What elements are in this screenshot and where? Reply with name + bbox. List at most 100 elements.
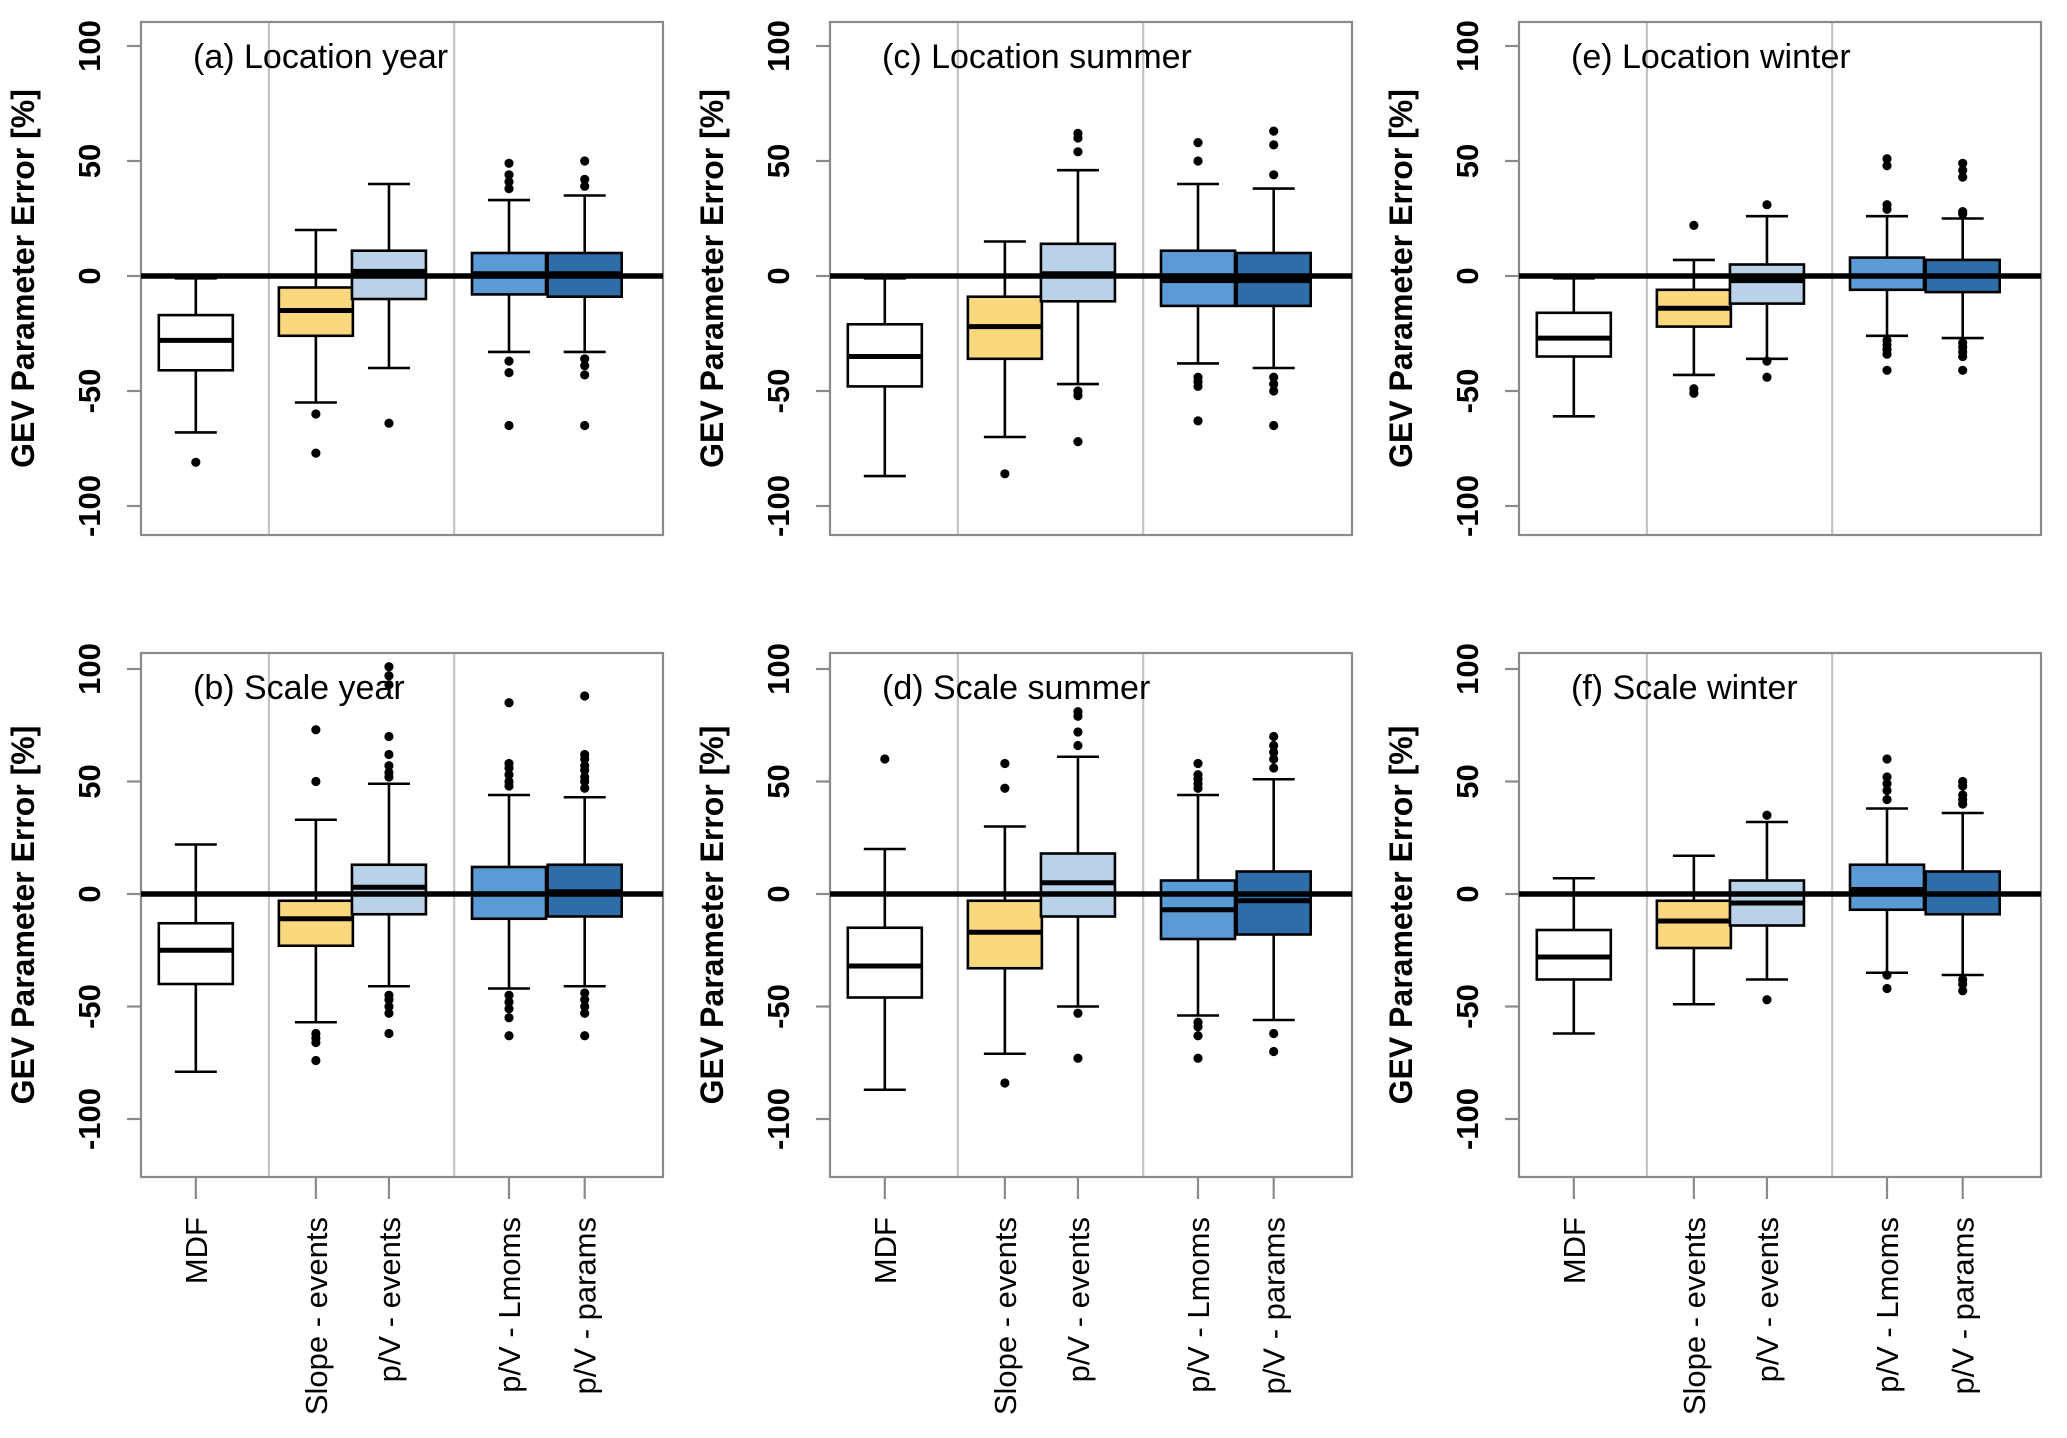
outlier-dot [1689, 388, 1699, 398]
x-category-label: p/V - events [1750, 1217, 1785, 1382]
boxplot-p/V - Lmoms [1159, 758, 1237, 1063]
outlier-dot [384, 418, 394, 428]
outlier-dot [1073, 437, 1083, 447]
outlier-dot [580, 361, 590, 371]
iqr-box [1655, 899, 1733, 950]
outlier-dot [504, 420, 514, 431]
y-tick-label: 0 [1450, 885, 1485, 902]
outlier-dot [1193, 1053, 1203, 1063]
panel-d: 100 50 0 -50 -100 GEV Parameter Error [%] (d) … [694, 643, 1354, 1415]
outlier-dot [580, 1001, 590, 1012]
outlier-dot [1073, 133, 1083, 143]
outlier-dot [1269, 140, 1279, 150]
y-tick-label: 50 [72, 764, 107, 798]
boxplot-p/V - Lmoms [470, 158, 548, 431]
outlier-dot [311, 776, 321, 787]
boxplot-p/V - params [1235, 126, 1313, 431]
x-category-label: p/V - params [1257, 1217, 1292, 1394]
outlier-dot [504, 1004, 514, 1014]
panel-f: 100 50 0 -50 -100 GEV Parameter Error [%] (f) … [1383, 643, 2043, 1415]
boxplot-p/V - events [1728, 810, 1806, 1005]
boxplot-p/V - events [1039, 707, 1117, 1063]
outlier-dot [580, 776, 590, 787]
outlier-dot [1073, 391, 1083, 401]
outlier-dot [1958, 172, 1968, 182]
y-tick-label: -50 [1450, 984, 1485, 1029]
outlier-dot [1958, 209, 1968, 219]
outlier-dot [1073, 147, 1083, 157]
y-tick-label: 0 [761, 267, 796, 284]
panel-title: (f) Scale winter [1571, 669, 1798, 707]
boxplot-p/V - Lmoms [470, 698, 548, 1041]
x-category-label: p/V - events [372, 1217, 407, 1382]
outlier-dot [1958, 799, 1968, 809]
boxplot-MDF [157, 843, 235, 1074]
x-category-label: p/V - events [1061, 1217, 1096, 1382]
panel-title: (a) Location year [193, 38, 448, 76]
y-tick-label: 50 [761, 764, 796, 798]
boxplot-p/V - Lmoms [1848, 754, 1926, 994]
boxplot-MDF [157, 276, 235, 467]
y-tick-label: 50 [1450, 144, 1485, 178]
outlier-dot [504, 356, 514, 366]
outlier-dot [191, 457, 201, 467]
panel-cell-c: 100 50 0 -50 -100 GEV Parameter Error [%] (c) … [689, 0, 1378, 620]
boxplot-MDF [1535, 876, 1613, 1035]
outlier-dot [504, 184, 514, 194]
outlier-dot [1882, 970, 1892, 980]
outlier-dot [1000, 758, 1010, 769]
x-category-label: Slope - events [299, 1217, 334, 1415]
outlier-dot [311, 725, 321, 735]
outlier-dot [1882, 161, 1892, 171]
x-category-label: MDF [1557, 1217, 1592, 1284]
outlier-dot [1269, 372, 1279, 382]
outlier-dot [580, 156, 590, 166]
x-category-label: p/V - params [568, 1217, 603, 1394]
outlier-dot [1073, 740, 1083, 751]
outlier-dot [1193, 1031, 1203, 1041]
outlier-dot [580, 754, 590, 764]
outlier-dot [384, 1028, 394, 1039]
outlier-dot [580, 354, 590, 364]
y-tick-label: 100 [72, 643, 107, 695]
y-axis-title: GEV Parameter Error [%] [694, 726, 730, 1105]
iqr-box [1728, 263, 1806, 305]
outlier-dot [880, 754, 890, 764]
outlier-dot [1269, 1046, 1279, 1057]
outlier-dot [1269, 386, 1279, 396]
outlier-dot [1882, 772, 1892, 782]
boxplot-p/V - events [1728, 200, 1806, 382]
x-category-label: p/V - Lmoms [1181, 1217, 1216, 1393]
y-tick-label: -100 [72, 1088, 107, 1150]
outlier-dot [384, 1008, 394, 1018]
outlier-dot [1958, 165, 1968, 175]
outlier-dot [504, 170, 514, 180]
y-tick-label: 0 [1450, 267, 1485, 284]
outlier-dot [504, 997, 514, 1007]
boxplot-p/V - events [1039, 128, 1117, 447]
outlier-dot [580, 765, 590, 775]
outlier-dot [1958, 351, 1968, 362]
y-tick-label: -100 [1450, 1088, 1485, 1150]
outlier-dot [1882, 785, 1892, 796]
y-axis-title: GEV Parameter Error [%] [5, 89, 41, 468]
panel-frame [828, 651, 1354, 1179]
boxplot-p/V - events [350, 662, 428, 1039]
boxplot-p/V - params [1235, 731, 1313, 1057]
x-category-label: p/V - Lmoms [492, 1217, 527, 1393]
outlier-dot [1762, 356, 1772, 366]
boxplot-Slope - events [277, 228, 355, 458]
panel-frame [139, 651, 665, 1179]
outlier-dot [1269, 747, 1279, 757]
panel-title: (b) Scale year [193, 669, 405, 707]
boxplot-MDF [1535, 276, 1613, 418]
y-tick-label: -50 [761, 984, 796, 1029]
outlier-dot [504, 763, 514, 773]
outlier-dot [1762, 810, 1772, 820]
outlier-dot [1193, 783, 1203, 793]
y-tick-label: 100 [72, 20, 107, 72]
y-axis-title: GEV Parameter Error [%] [1383, 726, 1419, 1105]
panel-cell-e: 100 50 0 -50 -100 GEV Parameter Error [%] (e) … [1378, 0, 2067, 620]
outlier-dot [1882, 779, 1892, 789]
